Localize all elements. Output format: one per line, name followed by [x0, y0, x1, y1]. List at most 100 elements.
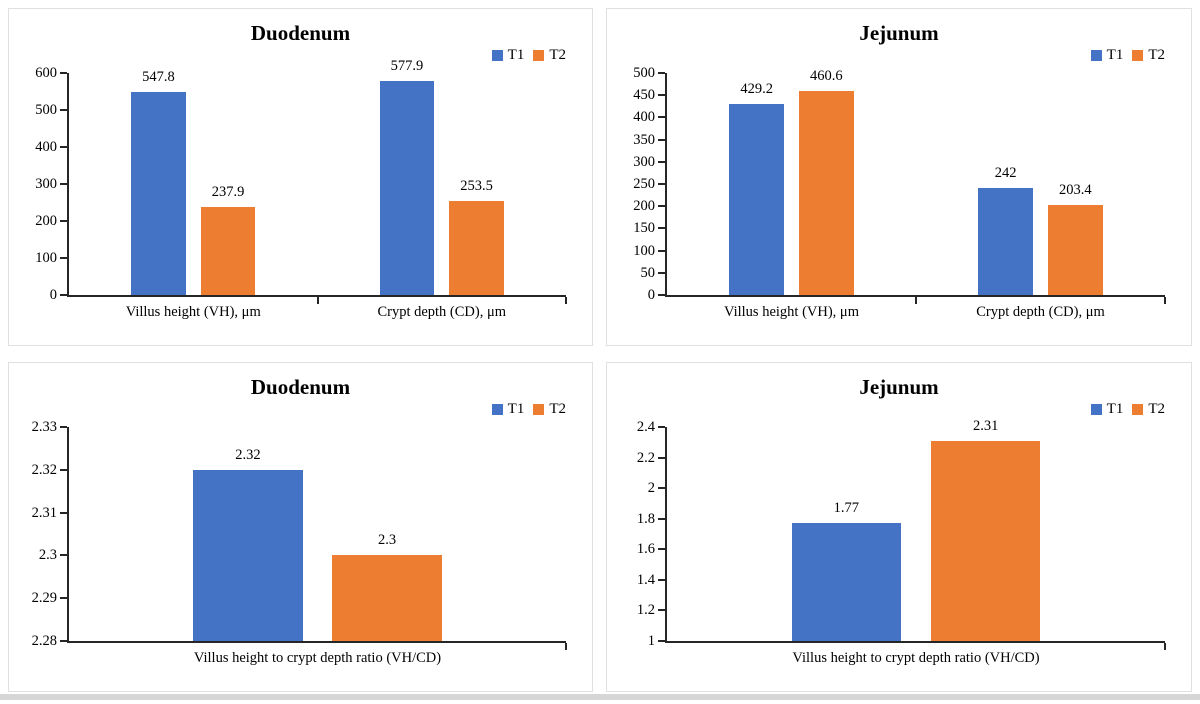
y-axis-tick-mark: [60, 294, 67, 296]
x-axis-category-label: Villus height to crypt depth ratio (VH/C…: [792, 650, 1040, 666]
bar-value-label: 253.5: [460, 178, 493, 195]
y-axis-tick-label: 1.8: [636, 510, 655, 527]
plot-area: 0 50 100 150 200 250 300 350 400 450 500 Villus hei…: [633, 66, 1166, 320]
x-axis-category-label: Crypt depth (CD), μm: [377, 304, 507, 320]
legend-label-t2: T2: [1148, 401, 1165, 417]
chart-legend: T1 T2: [1090, 47, 1165, 64]
bar-value-label: 577.9: [390, 58, 424, 75]
bar-value-label: 237.9: [211, 183, 245, 200]
legend-item-t1: T1: [491, 47, 525, 64]
y-axis-tick-label: 2.32: [31, 461, 57, 478]
y-axis-tick-mark: [60, 426, 67, 428]
bar-t1-cat1: [193, 469, 303, 641]
y-axis-tick-label: 200: [35, 213, 57, 230]
legend-swatch-t1-icon: [491, 50, 503, 61]
chart-panel-duodenum-vhcd-ratio: Duodenum T1 T2 2.28 2.29 2.3 2.31 2.32 2.33 Vi…: [8, 362, 593, 692]
y-axis-tick-label: 2.2: [636, 449, 655, 466]
legend-item-t2: T2: [533, 401, 566, 418]
y-axis-tick-label: 150: [633, 220, 655, 237]
x-axis-tick-mark: [565, 297, 567, 304]
bar-t2-cat1: [798, 90, 854, 295]
y-axis-tick-label: 2.29: [31, 590, 57, 607]
y-axis-tick-mark: [658, 517, 665, 520]
bar-value-label: 203.4: [1059, 181, 1092, 198]
y-axis-tick-label: 2.3: [38, 547, 57, 564]
y-axis-tick-label: 2.33: [31, 419, 57, 435]
legend-item-t2: T2: [1132, 401, 1165, 418]
y-axis-tick-mark: [658, 227, 665, 230]
y-axis-tick-label: 1.2: [636, 602, 655, 619]
y-axis-tick-label: 2: [647, 480, 655, 497]
plot-area: 0 100 200 300 400 500 600 Villus height (VH), μ…: [35, 58, 567, 320]
bar-t1-cat2: [978, 187, 1034, 295]
legend-swatch-t1-icon: [1090, 50, 1102, 61]
y-axis-tick-label: 500: [35, 102, 57, 118]
y-axis-tick-label: 100: [633, 242, 655, 259]
page-edge-strip: [0, 694, 1200, 700]
legend-item-t1: T1: [1090, 401, 1123, 418]
y-axis-tick-mark: [658, 205, 665, 208]
chart-title: Jejunum: [859, 375, 939, 399]
legend-item-t2: T2: [533, 47, 566, 64]
y-axis-tick-mark: [60, 72, 67, 74]
y-axis-tick-mark: [658, 578, 665, 581]
bar-value-label: 2.32: [235, 446, 261, 463]
y-axis-tick-mark: [60, 220, 67, 223]
y-axis-tick-mark: [60, 257, 67, 260]
y-axis-tick-label: 1.6: [636, 541, 655, 558]
legend-label-t1: T1: [507, 47, 525, 63]
y-axis-tick-mark: [60, 511, 67, 514]
legend-label-t1: T1: [507, 401, 525, 417]
y-axis-tick-mark: [658, 138, 665, 141]
y-axis-tick-mark: [658, 94, 665, 97]
bar-value-label: 547.8: [142, 69, 175, 86]
y-axis-tick-label: 50: [640, 264, 656, 281]
y-axis-tick-mark: [658, 183, 665, 185]
y-axis-tick-mark: [658, 160, 665, 163]
chart-panel-jejunum-vhcd-ratio: Jejunum T1 T2 1 1.2 1.4 1.6 1.8 2 2.2 2.4 Villus…: [606, 362, 1192, 692]
legend-item-t2: T2: [1132, 47, 1165, 64]
y-axis-tick-label: 300: [35, 176, 57, 192]
chart-panel-jejunum-villus-crypt: Jejunum T1 T2 0 50 100 150 200 250 300 350 400 45…: [606, 8, 1192, 346]
y-axis-tick-mark: [60, 109, 67, 111]
y-axis-tick-mark: [658, 294, 665, 296]
y-axis-tick-label: 1.4: [636, 571, 655, 588]
x-axis-tick-mark: [316, 297, 319, 304]
y-axis-tick-mark: [60, 554, 67, 557]
y-axis-tick-label: 2.4: [636, 419, 655, 435]
y-axis-tick-label: 400: [633, 109, 655, 126]
legend-swatch-t2-icon: [1132, 50, 1144, 61]
plot-area: 2.28 2.29 2.3 2.31 2.32 2.33 Villus height to …: [32, 420, 567, 666]
bar-value-label: 460.6: [810, 67, 843, 84]
y-axis-tick-mark: [658, 271, 665, 274]
x-axis-category-label: Villus height (VH), μm: [724, 304, 859, 320]
y-axis-tick-mark: [658, 487, 665, 490]
bar-value-label: 1.77: [833, 500, 859, 517]
bar-value-label: 429.2: [740, 81, 773, 98]
legend-swatch-t1-icon: [1090, 404, 1102, 415]
legend-swatch-t2-icon: [533, 404, 545, 415]
legend-swatch-t1-icon: [491, 404, 503, 415]
y-axis-tick-mark: [658, 609, 665, 612]
y-axis-tick-mark: [658, 249, 665, 252]
y-axis-tick-label: 0: [647, 287, 655, 303]
x-axis-tick-mark: [565, 643, 567, 650]
y-axis-tick-mark: [60, 640, 67, 642]
bar-value-label: 2.3: [378, 532, 397, 549]
legend-item-t1: T1: [491, 401, 525, 418]
legend-label-t2: T2: [549, 401, 566, 417]
bar-value-label: 2.31: [973, 417, 999, 434]
chart-legend: T1 T2: [491, 401, 566, 418]
y-axis-tick-mark: [60, 468, 67, 471]
plot-area: 1 1.2 1.4 1.6 1.8 2 2.2 2.4 Villus height to cry…: [637, 418, 1166, 666]
bar-t1-cat1: [131, 92, 186, 295]
bar-t1-cat1: [791, 523, 902, 641]
y-axis-tick-label: 2.31: [31, 504, 57, 521]
y-axis-tick-mark: [658, 640, 665, 642]
y-axis-tick-mark: [658, 426, 665, 428]
bar-t1-cat2: [379, 81, 435, 295]
bar-t1-cat1: [729, 104, 785, 295]
y-axis-tick-label: 200: [633, 198, 655, 215]
legend-label-t1: T1: [1106, 47, 1124, 63]
